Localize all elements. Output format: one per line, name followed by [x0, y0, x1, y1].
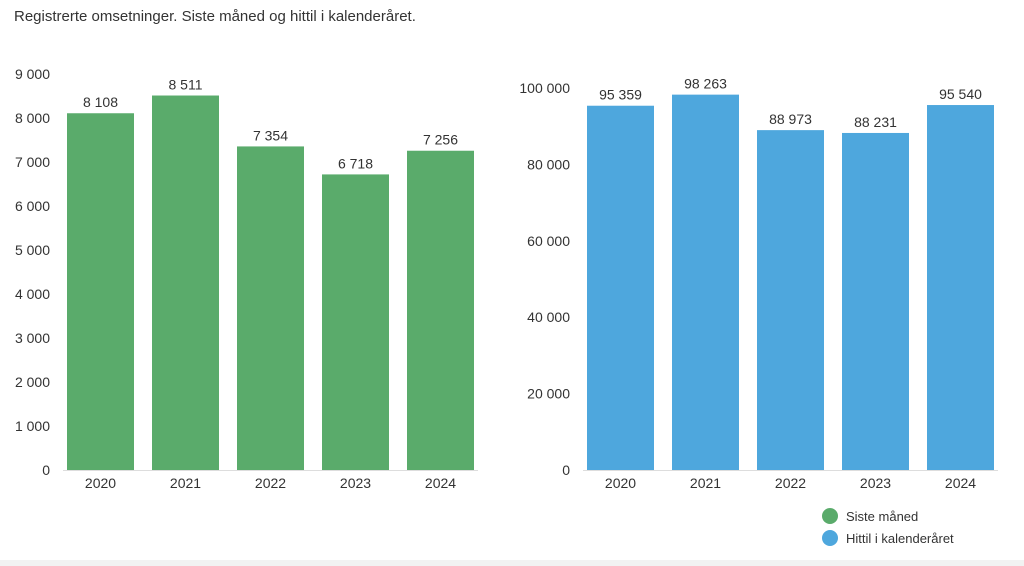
x-tick-label: 2020 [85, 475, 116, 491]
data-label: 95 540 [939, 86, 982, 102]
bar-2024[interactable] [407, 150, 474, 470]
data-label: 88 231 [854, 114, 897, 130]
x-tick-label: 2021 [170, 475, 201, 491]
data-label: 7 354 [253, 127, 288, 143]
x-tick-label: 2022 [255, 475, 286, 491]
y-tick-label: 3 000 [15, 330, 50, 346]
y-tick-label: 7 000 [15, 154, 50, 170]
legend: Siste måned Hittil i kalenderåret [822, 505, 954, 549]
bar-2020[interactable] [587, 105, 654, 470]
data-label: 7 256 [423, 132, 458, 148]
legend-dot-icon [822, 530, 838, 546]
y-tick-label: 8 000 [15, 110, 50, 126]
bar-2021[interactable] [672, 94, 739, 470]
y-tick-label: 5 000 [15, 242, 50, 258]
legend-dot-icon [822, 508, 838, 524]
x-tick-label: 2023 [860, 475, 891, 491]
bottom-divider [0, 560, 1024, 566]
y-tick-label: 2 000 [15, 374, 50, 390]
x-tick-label: 2024 [945, 475, 976, 491]
y-tick-label: 60 000 [527, 233, 570, 249]
data-label: 8 511 [169, 77, 203, 93]
bar-2021[interactable] [152, 95, 219, 471]
x-tick-label: 2021 [690, 475, 721, 491]
data-label: 8 108 [83, 94, 118, 110]
x-tick-label: 2020 [605, 475, 636, 491]
y-tick-label: 1 000 [15, 418, 50, 434]
y-tick-label: 100 000 [519, 80, 570, 96]
bar-2022[interactable] [757, 130, 824, 470]
legend-label: Hittil i kalenderåret [846, 530, 954, 546]
x-tick-label: 2022 [775, 475, 806, 491]
bar-2023[interactable] [842, 132, 909, 470]
bar-2020[interactable] [67, 113, 134, 471]
bar-2023[interactable] [322, 174, 389, 470]
y-tick-label: 4 000 [15, 286, 50, 302]
x-tick-label: 2023 [340, 475, 371, 491]
y-tick-label: 80 000 [527, 156, 570, 172]
bar-2024[interactable] [927, 105, 994, 470]
page-title: Registrerte omsetninger. Siste måned og … [14, 8, 416, 25]
y-tick-label: 0 [562, 462, 570, 478]
data-label: 88 973 [769, 111, 812, 127]
x-tick-label: 2024 [425, 475, 456, 491]
y-tick-label: 0 [42, 462, 50, 478]
data-label: 95 359 [599, 87, 642, 103]
legend-label: Siste måned [846, 508, 919, 524]
legend-item-siste-maned[interactable]: Siste måned [822, 505, 954, 527]
bar-2022[interactable] [237, 146, 304, 470]
legend-item-hittil[interactable]: Hittil i kalenderåret [822, 527, 954, 549]
y-tick-label: 40 000 [527, 309, 570, 325]
y-tick-label: 9 000 [15, 66, 50, 82]
y-tick-label: 20 000 [527, 386, 570, 402]
data-label: 6 718 [338, 155, 373, 171]
y-tick-label: 6 000 [15, 198, 50, 214]
data-label: 98 263 [684, 76, 727, 92]
